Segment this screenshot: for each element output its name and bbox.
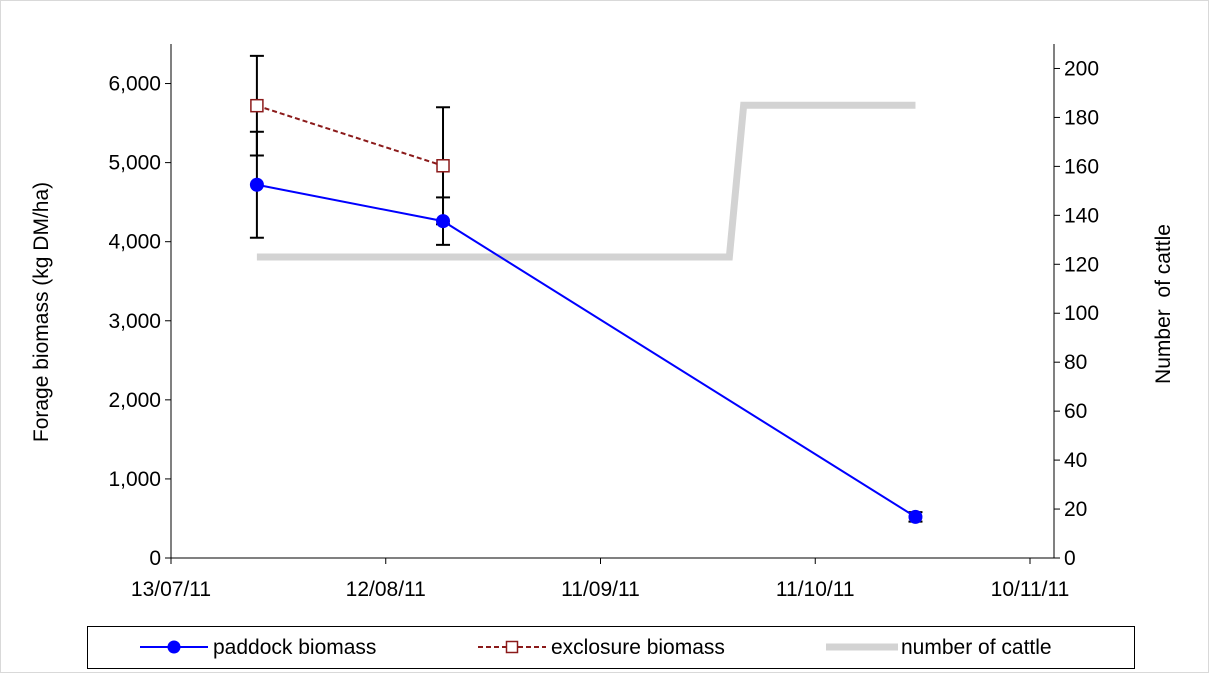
y-tick-label: 0: [149, 547, 161, 570]
axes: 0 1,000 2,000 3,000 4,000 5,000 6,000 0 20 40 60 80…: [108, 44, 1099, 601]
y2-tick-label: 80: [1064, 351, 1087, 374]
exclosure-point: [250, 98, 264, 113]
exclosure-point: [436, 159, 450, 173]
legend-item-paddock: paddock biomass: [140, 636, 376, 659]
legend-exclosure-marker: [505, 640, 519, 654]
y-tick-label: 2,000: [108, 389, 161, 412]
y2-tick-label: 200: [1064, 57, 1099, 80]
y2-tick-label: 140: [1064, 204, 1099, 227]
legend-paddock-marker: [167, 640, 181, 654]
legend-box: [87, 626, 1135, 669]
y2-tick-label: 40: [1064, 449, 1087, 472]
y2-tick-label: 100: [1064, 302, 1099, 325]
x-tick-label: 11/09/11: [561, 578, 640, 601]
y-tick-label: 6,000: [108, 73, 161, 96]
legend: paddock biomass exclosure biomass number…: [87, 626, 1135, 669]
series-layer: [249, 54, 923, 524]
y2-tick-label: 180: [1064, 106, 1099, 129]
y2-tick-label: 160: [1064, 155, 1099, 178]
y2-axis-title: Number of cattle: [1152, 224, 1175, 384]
x-tick-label: 11/10/11: [776, 578, 855, 601]
y-axis-title-text: Forage biomass (kg DM/ha): [30, 182, 53, 442]
y-tick-label: 1,000: [108, 468, 161, 491]
legend-item-cattle: number of cattle: [826, 636, 1052, 659]
y2-tick-label: 60: [1064, 400, 1087, 423]
y-tick-label: 4,000: [108, 231, 161, 254]
y-tick-label: 5,000: [108, 152, 161, 175]
x-tick-label: 13/07/11: [131, 578, 211, 601]
legend-paddock-label: paddock biomass: [213, 636, 376, 659]
paddock-point: [436, 214, 451, 229]
legend-exclosure-label: exclosure biomass: [551, 636, 725, 659]
y2-tick-label: 120: [1064, 253, 1099, 276]
x-tick-label: 12/08/11: [346, 578, 426, 601]
exclosure-series-line: [256, 104, 444, 167]
paddock-point: [908, 509, 923, 524]
legend-cattle-label: number of cattle: [901, 636, 1052, 659]
legend-item-exclosure: exclosure biomass: [478, 636, 725, 659]
y-tick-label: 3,000: [108, 310, 161, 333]
y2-tick-label: 20: [1064, 498, 1087, 521]
cattle-series-line: [256, 101, 916, 261]
y2-tick-label: 0: [1064, 547, 1076, 570]
x-tick-label: 10/11/11: [991, 578, 1070, 601]
y2-axis-title-text: Number of cattle: [1152, 224, 1175, 384]
paddock-point: [249, 177, 264, 192]
y-axis-title: Forage biomass (kg DM/ha): [30, 182, 53, 442]
